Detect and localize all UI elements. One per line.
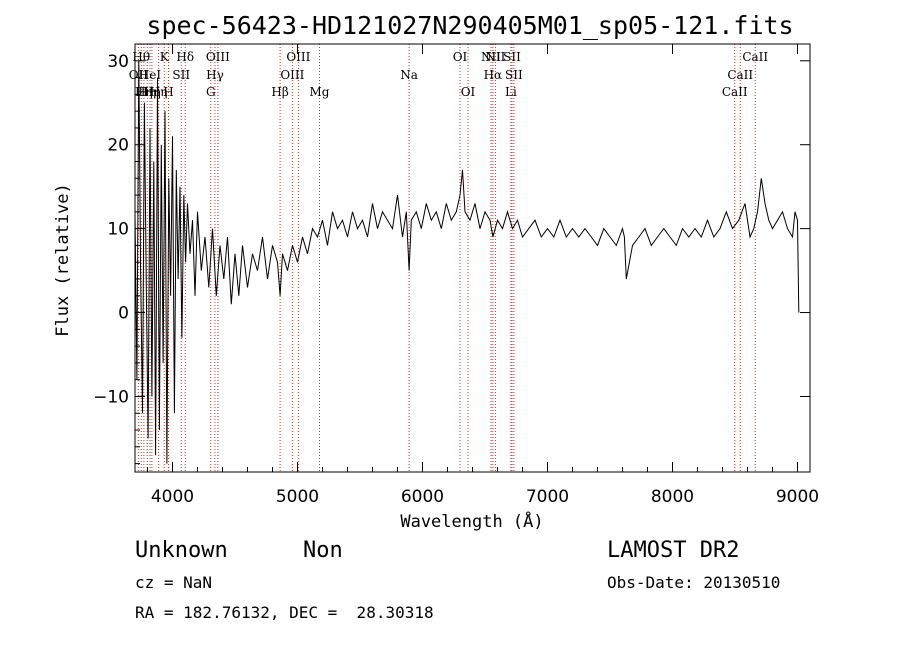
- x-tick-label-4: 8000: [651, 487, 694, 507]
- line-label-26: SII: [505, 68, 523, 82]
- line-label-25: SII: [503, 50, 521, 64]
- line-label-5: Hη: [143, 85, 161, 99]
- x-axis: 4000 5000 6000 7000 8000 9000: [147, 44, 819, 507]
- line-label-27: CaII: [722, 85, 748, 99]
- spectrum-line: [134, 60, 800, 464]
- line-label-24: Li: [505, 85, 517, 99]
- line-label-15: OIII: [280, 68, 304, 82]
- line-label-6: Hη: [150, 85, 168, 99]
- line-label-29: CaII: [742, 50, 768, 64]
- redshift-value: cz = NaN: [135, 573, 213, 592]
- line-label-3: Hη: [138, 85, 156, 99]
- line-label-7: K: [160, 50, 170, 64]
- line-label-14: Hβ: [271, 85, 288, 99]
- line-label-20: OI: [461, 85, 476, 99]
- line-label-11: G: [206, 85, 216, 99]
- x-axis-label: Wavelength (Å): [400, 510, 543, 532]
- plot-frame: [134, 43, 811, 473]
- x-tick-label-5: 9000: [776, 487, 819, 507]
- survey-name: LAMOST DR2: [607, 538, 740, 563]
- spectral-line-markers: [137, 44, 756, 472]
- x-tick-label-1: 5000: [276, 487, 319, 507]
- x-tick-label-3: 7000: [526, 487, 569, 507]
- line-label-16: OIII: [286, 50, 310, 64]
- line-label-17: Mg: [310, 85, 330, 99]
- line-label-23: NII: [485, 50, 505, 64]
- line-label-28: CaII: [727, 68, 753, 82]
- line-label-12: Hγ: [206, 68, 224, 82]
- spectral-line-labels: OIIHθHηHηHeIHηHηKHSIIHδGHγOIIIHβOIIIOIII…: [129, 50, 769, 99]
- y-tick-label-2: 10: [107, 220, 129, 240]
- object-class: Unknown: [135, 538, 228, 563]
- spectrum-series: [134, 60, 800, 464]
- y-axis: −10 0 10 20 30: [93, 43, 810, 465]
- line-label-22: Hα: [484, 68, 503, 82]
- x-tick-label-0: 4000: [151, 487, 194, 507]
- y-tick-label-4: 30: [107, 52, 129, 72]
- line-label-18: Na: [400, 68, 418, 82]
- coordinates: RA = 182.76132, DEC = 28.30318: [135, 603, 434, 622]
- y-tick-label-3: 20: [107, 136, 129, 156]
- line-label-8: H: [163, 85, 173, 99]
- obs-date: Obs-Date: 20130510: [607, 573, 781, 592]
- x-tick-label-2: 6000: [401, 487, 444, 507]
- line-label-4: HeI: [139, 68, 162, 82]
- y-axis-label: Flux (relative): [53, 183, 73, 337]
- line-label-13: OIII: [206, 50, 230, 64]
- line-label-21: NII: [481, 50, 501, 64]
- line-label-10: Hδ: [176, 50, 194, 64]
- y-tick-label-0: −10: [93, 387, 129, 407]
- chart-title: spec-56423-HD121027N290405M01_sp05-121.f…: [146, 11, 793, 40]
- object-subclass: Non: [303, 538, 343, 563]
- y-tick-label-1: 0: [118, 304, 129, 324]
- line-label-19: OI: [453, 50, 468, 64]
- line-label-9: SII: [172, 68, 190, 82]
